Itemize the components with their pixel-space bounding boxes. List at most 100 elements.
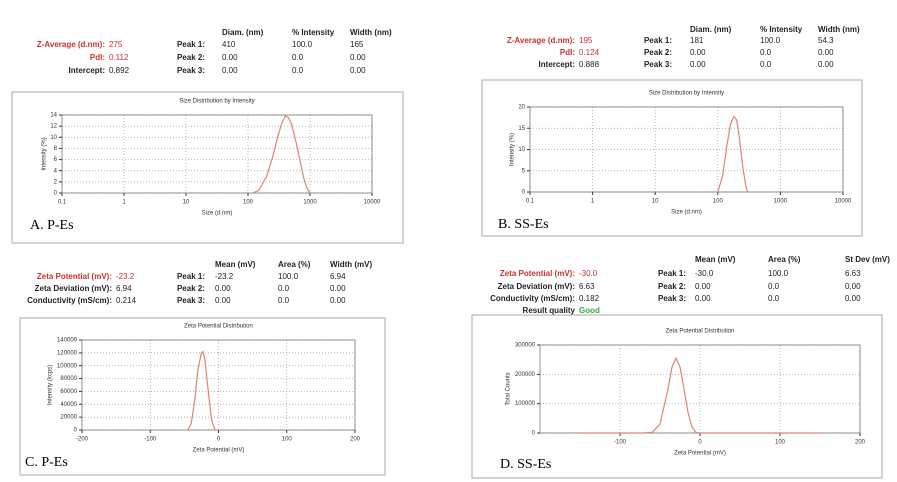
y-tick-label: 140000	[57, 338, 78, 344]
table-header: Mean (mV)	[215, 260, 256, 269]
plot-area	[539, 344, 861, 434]
info-value: 0.124	[579, 48, 600, 57]
x-tick-label: 1	[591, 199, 595, 205]
peak-cell: 0.0	[292, 53, 304, 62]
table-header: Area (%)	[278, 260, 311, 269]
info-value: 0.888	[579, 60, 600, 69]
table-header: % Intensity	[760, 25, 803, 34]
x-axis-label: Size (d.nm)	[202, 211, 233, 217]
y-tick-label: 2	[54, 179, 58, 185]
peak-label: Peak 1:	[177, 272, 205, 281]
x-tick-label: 100	[282, 437, 293, 443]
peak-label: Peak 2:	[658, 282, 686, 291]
peak-cell: -30.0	[695, 269, 714, 278]
peak-label: Peak 1:	[644, 36, 672, 45]
info-label: Result quality	[523, 306, 576, 315]
panel-caption: B. SS-Es	[498, 217, 549, 232]
chart-title: Zeta Potential Distribution	[184, 324, 253, 330]
info-label: Conductivity (mS/cm):	[490, 294, 575, 303]
peak-label: Peak 2:	[644, 48, 672, 57]
y-axis-label: Intensity (%)	[510, 133, 516, 166]
x-tick-label: 200	[350, 437, 361, 443]
x-tick-label: 10	[652, 199, 659, 205]
panel-caption: C. P-Es	[25, 455, 68, 470]
peak-cell: 181	[690, 36, 704, 45]
x-tick-label: 10	[183, 200, 190, 206]
peak-cell: 0.0	[292, 66, 304, 75]
x-tick-label: 1000	[774, 199, 788, 205]
peak-cell: 6.63	[845, 269, 861, 278]
plot-area	[529, 106, 844, 193]
curve	[717, 115, 749, 193]
info-value: 0.214	[116, 296, 137, 305]
x-axis-label: Zeta Potential (mV)	[674, 451, 726, 457]
plot-area	[61, 114, 373, 194]
info-value: 275	[109, 40, 123, 49]
peak-cell: 0.00	[695, 294, 711, 303]
y-tick-label: 10	[50, 135, 57, 141]
chart-title: Size Distribution by Intensity	[649, 91, 724, 97]
info-value: -30.0	[579, 269, 598, 278]
curve	[252, 115, 311, 194]
peak-cell: 0.00	[215, 296, 231, 305]
peak-label: Peak 3:	[658, 294, 686, 303]
peak-cell: 0.00	[845, 294, 861, 303]
info-value: 6.94	[116, 284, 132, 293]
panel-caption: D. SS-Es	[500, 457, 551, 472]
info-value: -23.2	[116, 272, 135, 281]
info-label: Conductivity (mS/cm):	[27, 296, 112, 305]
x-tick-label: 1	[122, 200, 126, 206]
info-value: 0.112	[109, 53, 129, 62]
x-tick-label: 200	[855, 440, 866, 446]
y-tick-label: 20	[518, 105, 525, 111]
table-header: Width (nm)	[350, 28, 392, 37]
chart-title: Zeta Potential Distribution	[666, 329, 735, 335]
y-tick-label: 20000	[60, 415, 77, 421]
info-label: Zeta Deviation (mV):	[498, 282, 575, 291]
peak-cell: 0.0	[278, 296, 290, 305]
y-tick-label: 15	[518, 126, 525, 132]
peak-cell: 0.00	[222, 66, 238, 75]
y-tick-label: 60000	[60, 389, 77, 395]
y-tick-label: 12	[50, 124, 57, 130]
info-value: 6.63	[579, 282, 595, 291]
chart-frame	[11, 91, 404, 244]
y-tick-label: 80000	[60, 376, 77, 382]
y-tick-label: 0	[54, 191, 58, 197]
peak-cell: 100.0	[768, 269, 789, 278]
y-tick-label: 0	[532, 431, 536, 437]
x-tick-label: 1000	[303, 200, 317, 206]
peak-cell: 0.00	[818, 60, 834, 69]
table-header: Mean (mV)	[695, 255, 736, 264]
y-tick-label: 10	[518, 147, 525, 153]
y-tick-label: 0	[74, 428, 78, 434]
y-axis-label: Intensity (kcps)	[48, 365, 54, 405]
x-tick-label: -200	[76, 437, 89, 443]
peak-label: Peak 2:	[177, 53, 205, 62]
info-label: Z-Average (d.nm):	[507, 36, 575, 45]
chart-frame	[481, 79, 863, 237]
chart-frame	[19, 317, 386, 476]
peak-label: Peak 2:	[177, 284, 205, 293]
panel-caption: A. P-Es	[30, 218, 74, 233]
y-tick-label: 120000	[57, 350, 78, 356]
peak-cell: 0.00	[350, 66, 366, 75]
info-label: Intercept:	[539, 60, 575, 69]
x-axis-label: Zeta Potential (mV)	[193, 448, 245, 454]
peak-cell: 100.0	[292, 40, 313, 49]
x-tick-label: 10000	[835, 199, 852, 205]
table-header: Area (%)	[768, 255, 801, 264]
peak-cell: 0.00	[330, 296, 346, 305]
y-tick-label: 0	[522, 190, 526, 196]
x-tick-label: 0.1	[58, 200, 67, 206]
x-tick-label: 0	[217, 437, 221, 443]
peak-label: Peak 3:	[644, 60, 672, 69]
peak-cell: 0.00	[350, 53, 366, 62]
peak-cell: 0.00	[690, 48, 706, 57]
x-tick-label: 10000	[364, 200, 381, 206]
table-header: Diam. (nm)	[690, 25, 732, 34]
info-label: Zeta Deviation (mV):	[35, 284, 112, 293]
table-header: Diam. (nm)	[222, 28, 264, 37]
y-tick-label: 100000	[57, 363, 78, 369]
